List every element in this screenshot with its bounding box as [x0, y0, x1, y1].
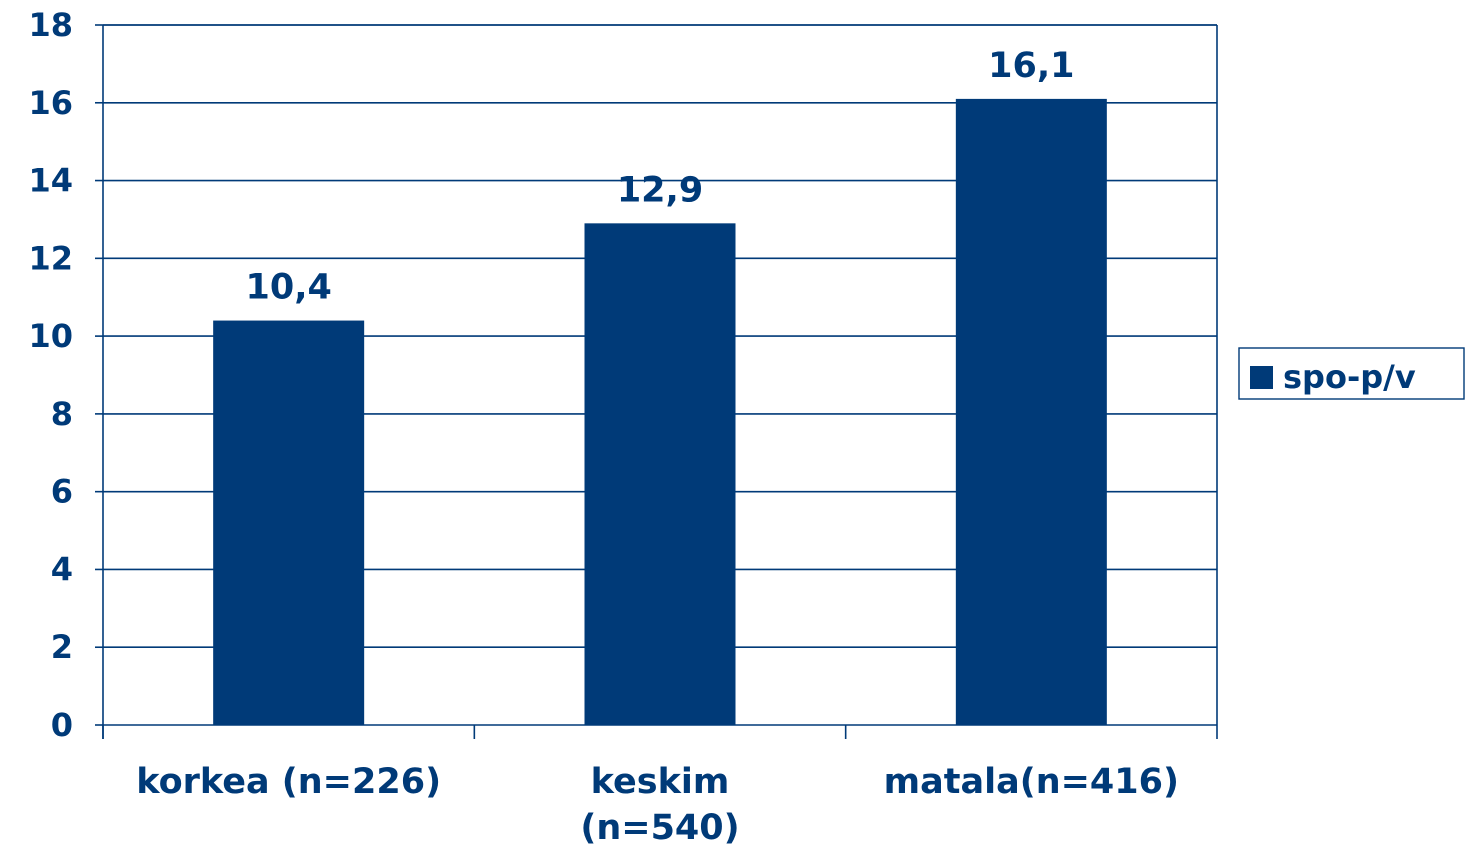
y-tick-label: 8: [51, 395, 73, 433]
y-tick-label: 18: [28, 6, 73, 44]
y-tick-label: 2: [51, 628, 73, 666]
x-tick-label: korkea (n=226): [136, 762, 441, 802]
y-tick-label: 0: [51, 706, 73, 744]
y-tick-label: 14: [28, 162, 73, 200]
bar-series: [213, 98, 1107, 726]
y-tick-label: 6: [51, 473, 73, 511]
data-label: 12,9: [617, 170, 703, 210]
axes: [95, 24, 1218, 739]
data-label: 16,1: [988, 46, 1074, 86]
legend: spo-p/v: [1238, 347, 1465, 400]
y-tick-label: 12: [28, 239, 73, 277]
y-tick-labels: 0 2 4 6 8 10 12 14 16 18: [28, 6, 73, 744]
y-tick-label: 4: [51, 550, 73, 588]
data-labels: 10,4 12,9 16,1: [245, 46, 1074, 308]
data-label: 10,4: [245, 268, 331, 308]
y-tick-label: 10: [28, 317, 73, 355]
legend-label: spo-p/v: [1283, 358, 1416, 396]
bar: [955, 98, 1107, 725]
x-tick-label: matala(n=416): [884, 762, 1179, 802]
bar: [213, 320, 365, 725]
y-tick-label: 16: [28, 84, 73, 122]
x-tick-labels: korkea (n=226) keskim (n=540) matala(n=416): [136, 762, 1179, 848]
bar: [584, 223, 736, 726]
legend-swatch: [1250, 366, 1273, 389]
x-tick-label: keskim: [591, 762, 730, 802]
legend-box: [1238, 347, 1465, 400]
x-tick-label: (n=540): [580, 808, 739, 848]
